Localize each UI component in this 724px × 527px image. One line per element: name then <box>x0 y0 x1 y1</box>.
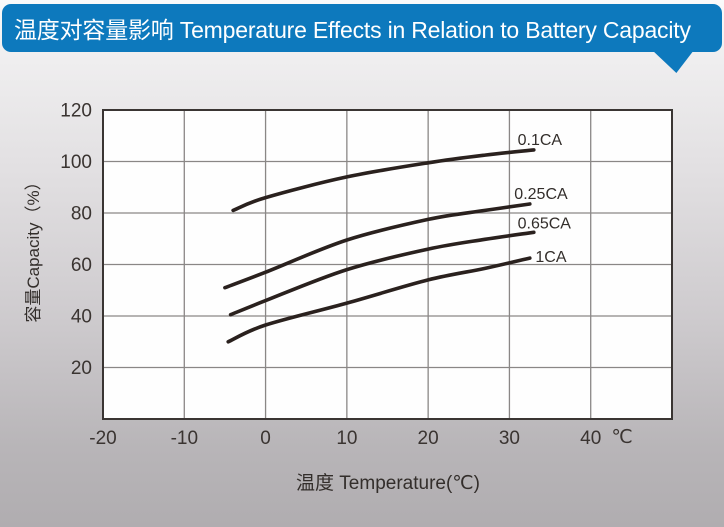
y-tick-label: 20 <box>71 358 92 379</box>
series-curve-0.25CA <box>223 202 532 290</box>
title-banner: 温度对容量影响 Temperature Effects in Relation … <box>2 4 722 52</box>
x-tick-label: -10 <box>171 428 198 449</box>
x-tick-label: 20 <box>418 428 439 449</box>
page-title: 温度对容量影响 Temperature Effects in Relation … <box>14 17 691 43</box>
series-label-0.65CA: 0.65CA <box>518 215 572 232</box>
y-tick-label: 40 <box>71 307 92 328</box>
y-axis-title: 容量Capacity（%） <box>24 173 43 322</box>
x-tick-label: 0 <box>260 428 271 449</box>
y-tick-label: 60 <box>71 255 92 276</box>
x-tick-label: 30 <box>499 428 520 449</box>
y-tick-label: 120 <box>60 101 92 122</box>
series-label-0.25CA: 0.25CA <box>514 186 568 203</box>
y-tick-label: 80 <box>71 204 92 225</box>
series-curve-1CA <box>226 256 532 344</box>
plot-border <box>102 109 673 420</box>
x-tick-label: -20 <box>89 428 116 449</box>
series-curve-0.1CA <box>231 148 536 213</box>
y-tick-label: 100 <box>60 152 92 173</box>
x-axis-unit: ℃ <box>611 427 632 448</box>
series-label-1CA: 1CA <box>535 249 566 266</box>
x-tick-label: 10 <box>336 428 357 449</box>
series-label-0.1CA: 0.1CA <box>518 132 563 149</box>
x-tick-label: 40 <box>580 428 601 449</box>
x-axis-title: 温度 Temperature(℃) <box>296 472 480 494</box>
series-curve-0.65CA <box>228 230 536 317</box>
